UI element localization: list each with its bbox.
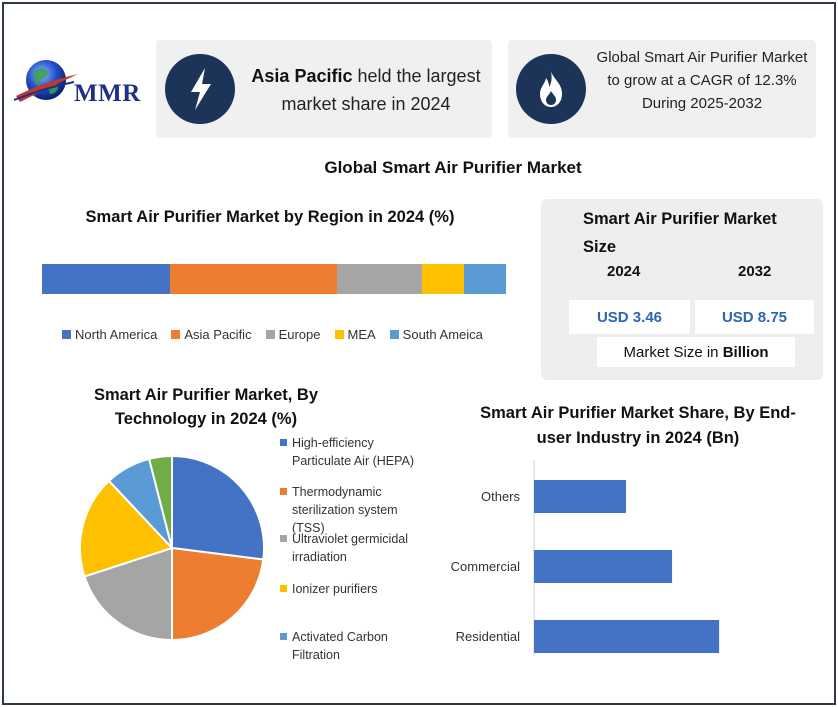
market-size-value-2032: USD 8.75 [695, 300, 814, 334]
enduser-bar-others [534, 480, 627, 513]
region-stacked-bar [42, 264, 506, 294]
market-size-year-2024: 2024 [607, 263, 641, 280]
pie-slice-high-efficiency-particulate-air-hepa [171, 454, 265, 561]
region-legend-label: Europe [278, 327, 321, 342]
technology-legend-item: Thermodynamic sterilization system (TSS) [280, 483, 420, 537]
legend-swatch [280, 535, 287, 542]
legend-swatch [280, 439, 287, 446]
cagr-highlight-text: Global Smart Air Purifier Market to grow… [596, 49, 808, 112]
enduser-chart-title: Smart Air Purifier Market Share, By End-… [480, 404, 796, 447]
mmr-logo: MMR [12, 56, 147, 112]
region-legend-label: North America [75, 327, 158, 342]
main-title: Global Smart Air Purifier Market [324, 158, 582, 177]
enduser-category-label: Residential [456, 629, 520, 644]
lightning-bolt-icon [165, 54, 235, 124]
pie-slice-ultraviolet-germicidal-irradiation [83, 546, 173, 642]
legend-swatch [171, 330, 181, 339]
legend-swatch [280, 488, 287, 495]
region-legend-label: MEA [347, 327, 376, 342]
region-legend-item: South Ameica [389, 327, 483, 342]
market-size-unit-bold: Billion [722, 343, 769, 361]
region-segment-mea [422, 264, 465, 294]
region-chart-title: Smart Air Purifier Market by Region in 2… [85, 208, 455, 226]
market-size-value-2024: USD 3.46 [569, 300, 690, 334]
market-size-panel: Smart Air Purifier Market Size 2024 2032… [541, 199, 823, 380]
region-legend-item: Europe [265, 327, 321, 342]
region-legend-item: North America [62, 327, 157, 342]
market-size-title: Smart Air Purifier Market Size [583, 210, 777, 256]
enduser-bar-commercial [534, 550, 673, 583]
enduser-bar-residential [534, 620, 720, 653]
pie-slice-ionizer-purifiers [79, 479, 174, 578]
enduser-category-label: Commercial [451, 559, 520, 574]
technology-legend-item: Ionizer purifiers [280, 580, 420, 598]
technology-legend-label: High-efficiency Particulate Air (HEPA) [292, 436, 415, 468]
technology-legend-label: Ionizer purifiers [292, 582, 378, 596]
technology-legend-label: Ultraviolet germicidal irradiation [292, 532, 409, 564]
flame-icon [516, 54, 586, 124]
enduser-category-label: Others [481, 489, 521, 504]
region-highlight-card: Asia Pacific held the largest market sha… [156, 40, 492, 138]
technology-legend-item: Ultraviolet germicidal irradiation [280, 530, 420, 566]
enduser-bar-chart: Others Commercial Residential [451, 460, 720, 656]
technology-pie-chart [79, 454, 265, 642]
legend-swatch [280, 633, 287, 640]
market-size-unit-note: Market Size in Billion [597, 337, 795, 367]
cagr-highlight-card: Global Smart Air Purifier Market to grow… [508, 40, 816, 138]
technology-legend-item: Activated Carbon Filtration [280, 628, 420, 664]
region-highlight-rest: held the largest market share in 2024 [281, 66, 481, 114]
technology-legend-item: High-efficiency Particulate Air (HEPA) [280, 434, 420, 470]
market-size-unit-prefix: Market Size in [623, 343, 723, 361]
region-highlight-text: Asia Pacific held the largest market sha… [244, 62, 488, 118]
region-segment-asia-pacific [169, 264, 337, 294]
globe-icon [13, 60, 78, 102]
region-legend-item: MEA [334, 327, 376, 342]
legend-swatch [280, 585, 287, 592]
region-segment-europe [336, 264, 423, 294]
pie-slice-thermodynamic-sterilization-system-tss [171, 546, 265, 642]
technology-legend-label: Thermodynamic sterilization system (TSS) [292, 485, 398, 535]
technology-legend-label: Activated Carbon Filtration [292, 630, 388, 662]
region-legend-item: Asia Pacific [171, 327, 252, 342]
legend-swatch [389, 330, 399, 339]
legend-swatch [334, 330, 344, 339]
region-segment-south-ameica [464, 264, 506, 294]
legend-swatch [265, 330, 275, 339]
technology-chart-title: Smart Air Purifier Market, By Technology… [93, 386, 319, 428]
market-size-year-2032: 2032 [738, 263, 772, 280]
region-highlight-emphasis: Asia Pacific [251, 66, 353, 86]
logo-text: MMR [74, 80, 141, 107]
region-legend: North America Asia Pacific Europe MEA South … [62, 327, 497, 342]
region-segment-north-america [42, 264, 170, 294]
region-legend-label: Asia Pacific [184, 327, 252, 342]
legend-swatch [62, 330, 71, 339]
region-legend-label: South Ameica [402, 327, 483, 342]
pie-slice-other-5 [147, 454, 173, 549]
